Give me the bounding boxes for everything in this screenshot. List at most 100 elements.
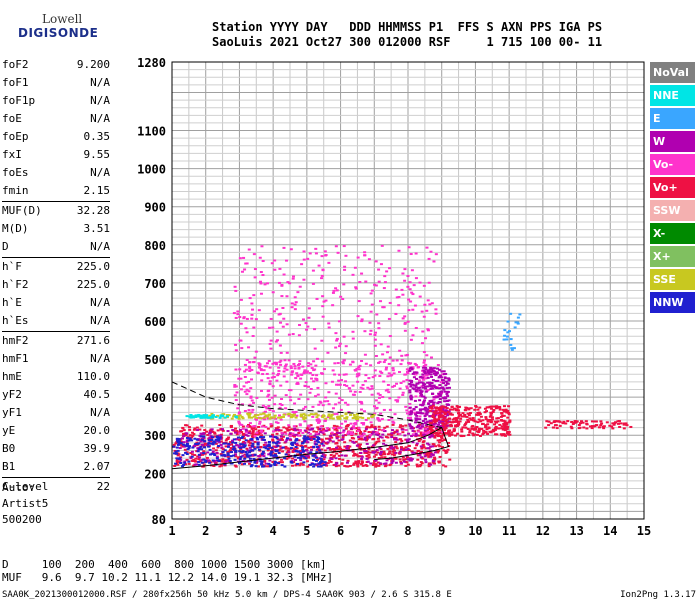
echo-point	[290, 306, 294, 309]
echo-point	[373, 369, 377, 372]
echo-point	[274, 428, 278, 431]
echo-point	[332, 289, 336, 292]
echo-point	[426, 299, 430, 302]
echo-point	[277, 366, 281, 369]
echo-point	[275, 330, 279, 333]
echo-point	[332, 427, 336, 430]
echo-point	[292, 435, 296, 438]
echo-point	[343, 464, 347, 467]
echo-point	[289, 460, 293, 463]
echo-point	[404, 458, 408, 461]
echo-point	[434, 427, 438, 430]
echo-point	[304, 322, 308, 325]
echo-point	[394, 457, 398, 460]
echo-point	[267, 441, 271, 444]
echo-point	[478, 412, 482, 415]
legend-item: NoVal	[650, 62, 695, 83]
echo-point	[363, 353, 367, 356]
echo-point	[475, 426, 479, 429]
echo-point	[437, 408, 441, 411]
echo-point	[343, 441, 347, 444]
echo-point	[432, 398, 436, 401]
echo-point	[450, 421, 454, 424]
echo-point	[320, 277, 324, 280]
echo-point	[244, 368, 248, 371]
echo-point	[253, 459, 257, 462]
echo-point	[289, 415, 293, 418]
echo-point	[273, 361, 277, 364]
echo-point	[236, 456, 240, 459]
echo-point	[322, 458, 326, 461]
echo-point	[597, 426, 601, 429]
echo-point	[327, 459, 331, 462]
echo-point	[250, 439, 254, 442]
echo-point	[374, 260, 378, 263]
echo-point	[354, 369, 358, 372]
echo-point	[424, 427, 428, 430]
echo-point	[260, 425, 264, 428]
echo-point	[173, 464, 177, 467]
echo-point	[483, 407, 487, 410]
echo-point	[365, 452, 369, 455]
echo-point	[298, 429, 302, 432]
echo-point	[428, 382, 432, 385]
echo-point	[599, 420, 603, 423]
echo-point	[267, 404, 271, 407]
echo-point	[321, 462, 325, 465]
digisonde-logo: Lowell DIGISONDE	[4, 6, 114, 46]
echo-point	[305, 436, 309, 439]
echo-point	[251, 442, 255, 445]
echo-point	[426, 427, 430, 430]
echo-point	[247, 451, 251, 454]
echo-point	[389, 374, 393, 377]
echo-point	[296, 450, 300, 453]
y-tick-label: 300	[144, 429, 166, 443]
echo-point	[425, 429, 429, 432]
echo-point	[238, 316, 242, 319]
echo-point	[414, 413, 418, 416]
echo-point	[404, 464, 408, 467]
echo-point	[502, 338, 506, 341]
echo-point	[394, 441, 398, 444]
echo-point	[415, 444, 419, 447]
echo-point	[284, 445, 288, 448]
echo-point	[352, 454, 356, 457]
echo-point	[239, 446, 243, 449]
echo-point	[440, 411, 444, 414]
echo-point	[352, 441, 356, 444]
echo-point	[319, 430, 323, 433]
y-tick-label: 200	[144, 467, 166, 481]
echo-point	[376, 434, 380, 437]
echo-point	[502, 410, 506, 413]
echo-point	[313, 368, 317, 371]
echo-point	[390, 458, 394, 461]
param-value: N/A	[90, 76, 110, 89]
echo-point	[344, 465, 348, 468]
echo-point	[409, 253, 413, 256]
echo-point	[481, 422, 485, 425]
echo-point	[377, 322, 381, 325]
echo-point	[435, 367, 439, 370]
echo-point	[300, 413, 304, 416]
echo-point	[404, 373, 408, 376]
echo-point	[577, 424, 581, 427]
echo-point	[214, 415, 218, 418]
echo-point	[353, 390, 357, 393]
echo-point	[252, 294, 256, 297]
echo-point	[273, 268, 277, 271]
echo-point	[409, 338, 413, 341]
echo-point	[225, 414, 229, 417]
echo-point	[444, 397, 448, 400]
echo-point	[307, 451, 311, 454]
echo-point	[235, 416, 239, 419]
param-name: B1	[2, 460, 16, 473]
echo-point	[419, 463, 423, 466]
echo-point	[321, 268, 325, 271]
echo-point	[436, 439, 440, 442]
echo-point	[547, 424, 551, 427]
echo-point	[175, 446, 179, 449]
echo-point	[290, 442, 294, 445]
echo-point	[191, 434, 195, 437]
echo-point	[412, 388, 416, 391]
echo-point	[271, 291, 275, 294]
